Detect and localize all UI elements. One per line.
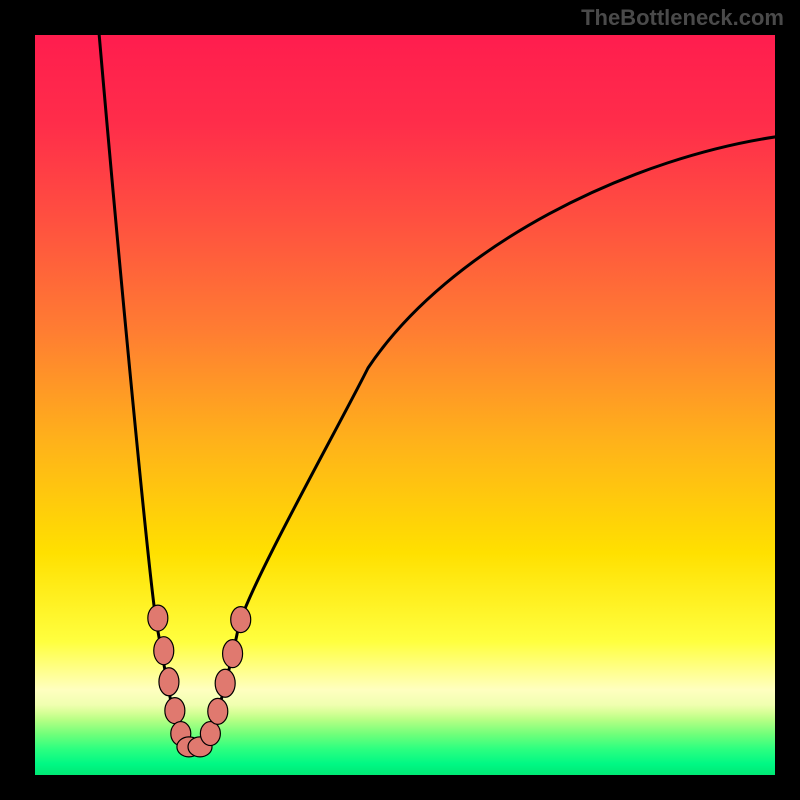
curve-layer <box>35 35 775 775</box>
data-marker <box>148 605 168 631</box>
data-marker <box>223 640 243 668</box>
data-marker <box>154 637 174 665</box>
data-marker <box>159 668 179 696</box>
curve-path <box>202 135 775 751</box>
data-marker <box>231 607 251 633</box>
watermark-text: TheBottleneck.com <box>581 5 784 31</box>
data-marker <box>208 698 228 724</box>
data-marker <box>215 669 235 697</box>
curve-path <box>98 35 202 753</box>
chart-container: TheBottleneck.com <box>0 0 800 800</box>
data-marker <box>165 698 185 724</box>
data-marker <box>200 722 220 746</box>
plot-area <box>35 35 775 775</box>
